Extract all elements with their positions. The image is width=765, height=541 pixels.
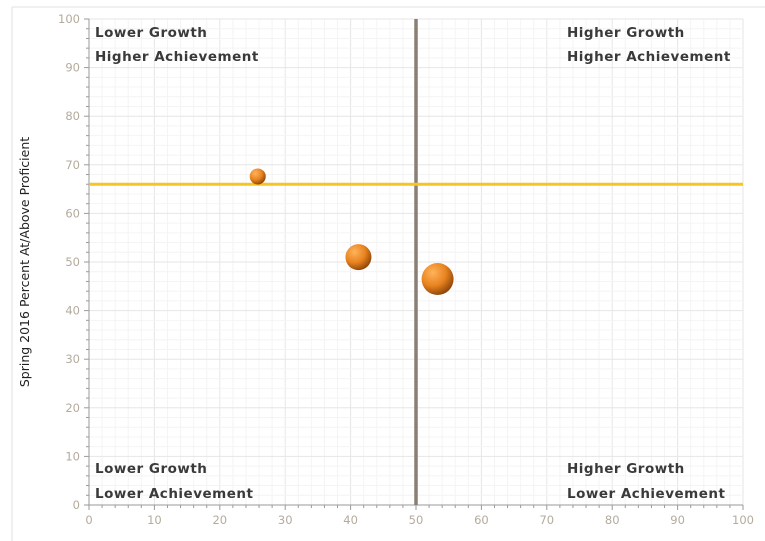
y-tick-label: 70	[65, 158, 80, 172]
y-tick-label: 60	[65, 206, 80, 220]
y-tick-label: 30	[65, 352, 80, 366]
quadrant-label-bottom-right-line-1: Higher Growth	[567, 461, 685, 477]
y-tick-label: 0	[73, 498, 80, 512]
x-tick-label: 10	[147, 513, 162, 527]
y-tick-label: 100	[58, 12, 80, 26]
data-point[interactable]	[345, 244, 372, 271]
axes	[84, 18, 744, 510]
quadrant-label-bottom-right-line-2: Lower Achievement	[567, 486, 725, 502]
quadrant-labels: Lower Growth Higher Achievement Higher Gro…	[95, 25, 731, 502]
x-tick-label: 30	[278, 513, 293, 527]
y-tick-label: 20	[65, 401, 80, 415]
quadrant-label-top-left-line-1: Lower Growth	[95, 25, 207, 41]
x-tick-label: 50	[409, 513, 424, 527]
reference-lines	[89, 19, 743, 505]
y-axis-label: Spring 2016 Percent At/Above Proficient	[17, 137, 32, 387]
y-tick-label: 80	[65, 109, 80, 123]
x-tick-label: 60	[474, 513, 489, 527]
y-tick-label: 40	[65, 304, 80, 318]
data-point[interactable]	[421, 263, 454, 296]
y-tick-label: 10	[65, 449, 80, 463]
y-tick-label: 90	[65, 61, 80, 75]
quadrant-label-bottom-left-line-2: Lower Achievement	[95, 486, 253, 502]
quadrant-label-top-right-line-1: Higher Growth	[567, 25, 685, 41]
x-tick-label: 70	[539, 513, 554, 527]
x-tick-label: 100	[732, 513, 754, 527]
quadrant-label-top-left-line-2: Higher Achievement	[95, 49, 259, 65]
data-point[interactable]	[249, 168, 266, 185]
x-tick-label: 80	[605, 513, 620, 527]
y-tick-label: 50	[65, 255, 80, 269]
quadrant-label-top-right-line-2: Higher Achievement	[567, 49, 731, 65]
x-tick-label: 40	[343, 513, 358, 527]
tick-labels: 0 10 20 30 40 50 60 70 80 90 100 0 10 20 30 40 50 60 70 80 9…	[58, 12, 754, 527]
x-tick-label: 0	[85, 513, 92, 527]
x-tick-label: 90	[670, 513, 685, 527]
data-points	[249, 168, 454, 296]
quadrant-label-bottom-left-line-1: Lower Growth	[95, 461, 207, 477]
x-tick-label: 20	[212, 513, 227, 527]
